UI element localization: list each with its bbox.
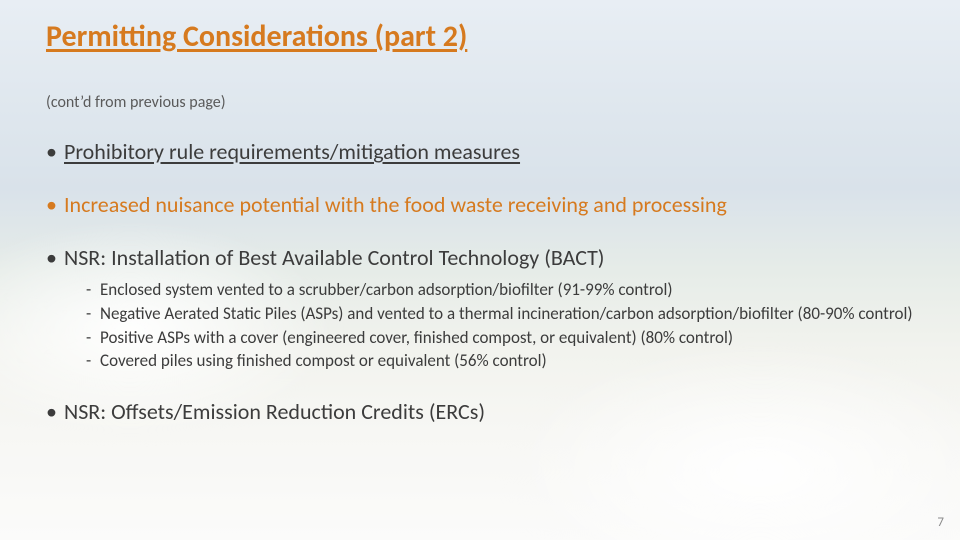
sub-item: Covered piles using finished compost or … — [86, 350, 914, 372]
bullet-item: NSR: Offsets/Emission Reduction Credits … — [46, 398, 914, 425]
sub-text: Positive ASPs with a cover (engineered c… — [100, 327, 733, 348]
sub-item: Positive ASPs with a cover (engineered c… — [86, 327, 914, 349]
bullet-text: Increased nuisance potential with the fo… — [64, 191, 727, 218]
slide-title: Permitting Considerations (part 2) — [46, 18, 914, 55]
page-number: 7 — [937, 515, 944, 530]
bullet-list: Prohibitory rule requirements/mitigation… — [46, 138, 914, 425]
sub-item: Enclosed system vented to a scrubber/car… — [86, 279, 914, 301]
sub-text: Covered piles using finished compost or … — [100, 350, 547, 371]
bullet-item: NSR: Installation of Best Available Cont… — [46, 244, 914, 372]
bullet-text: NSR: Installation of Best Available Cont… — [64, 244, 604, 271]
slide-subtitle: (cont’d from previous page) — [46, 93, 914, 112]
sub-text: Negative Aerated Static Piles (ASPs) and… — [100, 303, 913, 324]
bullet-text: Prohibitory rule requirements/mitigation… — [64, 138, 520, 165]
sub-item: Negative Aerated Static Piles (ASPs) and… — [86, 303, 914, 325]
bullet-item: Increased nuisance potential with the fo… — [46, 191, 914, 218]
sub-list: Enclosed system vented to a scrubber/car… — [86, 279, 914, 372]
slide: Permitting Considerations (part 2) (cont… — [0, 0, 960, 540]
bullet-text: NSR: Offsets/Emission Reduction Credits … — [64, 398, 485, 425]
bullet-item: Prohibitory rule requirements/mitigation… — [46, 138, 914, 165]
sub-text: Enclosed system vented to a scrubber/car… — [100, 279, 673, 300]
